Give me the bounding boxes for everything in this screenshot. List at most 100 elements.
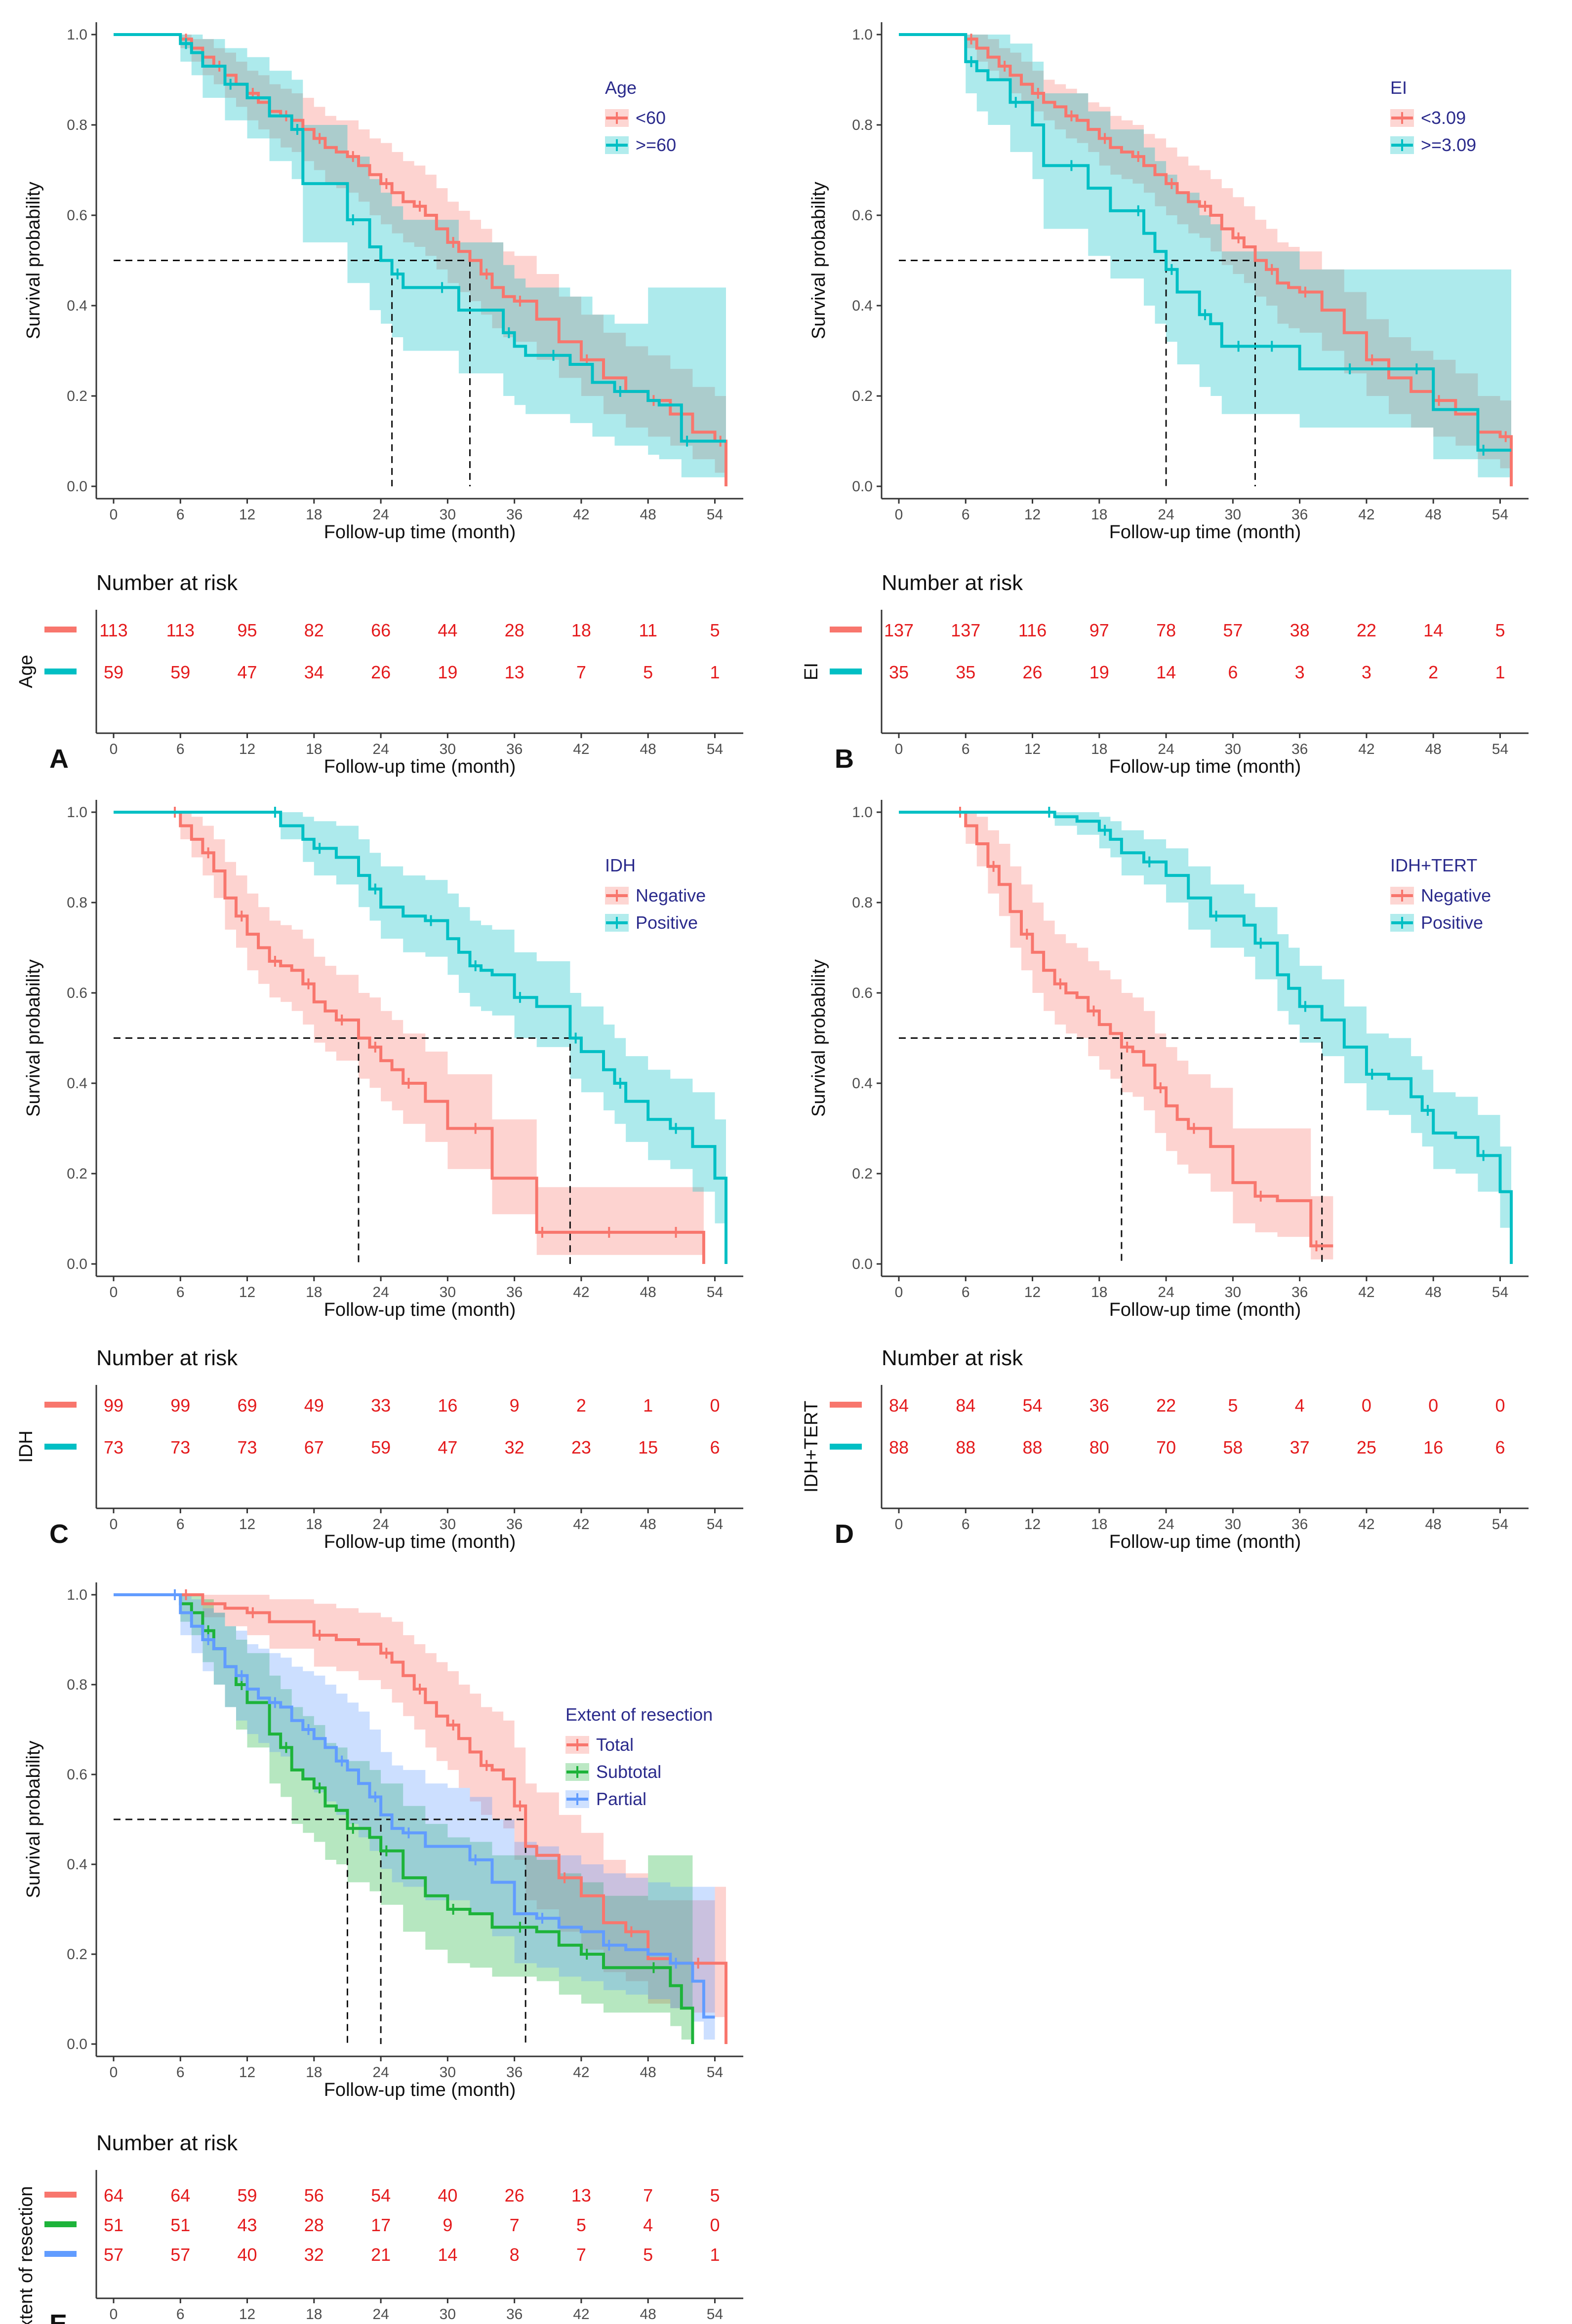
legend-item-label: Negative (636, 885, 706, 906)
y-tick-label: 0.4 (67, 1856, 87, 1873)
ci-band-B-2 (899, 35, 1511, 477)
risk-count: 19 (1089, 662, 1109, 682)
risk-count: 16 (1423, 1437, 1443, 1457)
risk-count: 36 (1089, 1395, 1109, 1416)
risk-count: 25 (1357, 1437, 1376, 1457)
risk-count: 6 (1495, 1437, 1505, 1457)
risk-count: 22 (1156, 1395, 1176, 1416)
ci-band-A-1 (114, 35, 726, 486)
y-tick-label: 0.2 (67, 388, 87, 404)
x-tick-label: 6 (176, 2064, 185, 2081)
risk-x-tick-label: 12 (1024, 1516, 1041, 1533)
risk-count: 137 (884, 620, 914, 640)
risk-x-tick-label: 48 (1425, 741, 1441, 757)
risk-count: 66 (371, 620, 391, 640)
risk-count: 1 (710, 662, 720, 682)
risk-count: 113 (99, 620, 127, 640)
y-tick-label: 1.0 (852, 27, 873, 43)
risk-count: 7 (510, 2215, 520, 2235)
legend-title: IDH+TERT (1390, 855, 1477, 875)
y-axis-title: Survival probability (23, 959, 44, 1117)
risk-count: 32 (505, 1437, 524, 1457)
y-tick-label: 0.0 (852, 478, 873, 495)
x-axis-title: Follow-up time (month) (1109, 1300, 1301, 1320)
y-tick-label: 0.8 (67, 1677, 87, 1693)
risk-count: 5 (710, 2185, 720, 2206)
risk-count: 69 (238, 1395, 257, 1416)
x-tick-label: 42 (1358, 507, 1374, 523)
risk-count: 0 (710, 1395, 720, 1416)
y-tick-label: 0.0 (67, 1256, 87, 1272)
y-tick-label: 0.2 (852, 388, 873, 404)
risk-count: 18 (571, 620, 591, 640)
risk-x-tick-label: 42 (573, 741, 589, 757)
y-tick-label: 0.2 (852, 1166, 873, 1182)
km-curve-B-1 (899, 33, 1513, 486)
risk-x-tick-label: 6 (176, 1516, 185, 1533)
x-tick-label: 42 (1358, 1284, 1374, 1300)
y-axis-title: Survival probability (23, 182, 44, 339)
risk-x-tick-label: 24 (1158, 1516, 1174, 1533)
ci-band-D-1 (899, 812, 1333, 1260)
risk-count: 57 (104, 2245, 123, 2265)
risk-x-tick-label: 18 (1091, 1516, 1107, 1533)
risk-x-tick-label: 48 (640, 741, 656, 757)
risk-count: 7 (576, 662, 586, 682)
risk-count: 59 (238, 2185, 257, 2206)
risk-count: 16 (438, 1395, 457, 1416)
km-curve-A-2 (114, 33, 726, 443)
x-tick-label: 12 (239, 2064, 255, 2081)
y-tick-label: 0.4 (852, 1075, 873, 1092)
risk-x-tick-label: 36 (506, 741, 523, 757)
risk-x-tick-label: 6 (962, 741, 970, 757)
risk-count: 5 (1495, 620, 1505, 640)
x-tick-label: 18 (306, 2064, 322, 2081)
x-tick-label: 30 (440, 1284, 456, 1300)
x-tick-label: 36 (1291, 507, 1308, 523)
x-tick-label: 12 (1024, 1284, 1041, 1300)
x-tick-label: 6 (962, 507, 970, 523)
risk-count: 9 (510, 1395, 520, 1416)
y-axis-title: Survival probability (808, 182, 829, 339)
x-tick-label: 6 (176, 507, 185, 523)
y-tick-label: 1.0 (67, 27, 87, 43)
legend-item-label: Negative (1421, 885, 1491, 906)
risk-count: 17 (371, 2215, 391, 2235)
y-tick-label: 0.6 (67, 1767, 87, 1783)
risk-count: 14 (1156, 662, 1176, 682)
risk-strata-label: Extent of resection (16, 2186, 37, 2324)
risk-count: 0 (1428, 1395, 1438, 1416)
risk-count: 84 (956, 1395, 975, 1416)
risk-count: 88 (1023, 1437, 1043, 1457)
risk-count: 0 (710, 2215, 720, 2235)
x-tick-label: 6 (962, 1284, 970, 1300)
risk-count: 54 (1023, 1395, 1043, 1416)
risk-x-axis-title: Follow-up time (month) (1109, 756, 1301, 777)
panel-B: 0.0 0.2 0.4 0.6 0.8 1.0 0 6 12 18 24 30 36 42 48 54 Foll… (808, 22, 1529, 543)
risk-x-tick-label: 12 (1024, 741, 1041, 757)
panel-tag: C (49, 1519, 69, 1549)
legend-item-label: Positive (636, 912, 698, 933)
risk-x-tick-label: 42 (1358, 1516, 1374, 1533)
risk-count: 28 (505, 620, 524, 640)
x-axis-title: Follow-up time (month) (1109, 522, 1301, 543)
risk-count: 6 (710, 1437, 720, 1457)
legend-item-label: Positive (1421, 912, 1483, 933)
risk-x-tick-label: 54 (707, 2306, 723, 2323)
x-tick-label: 12 (1024, 507, 1041, 523)
risk-count: 47 (438, 1437, 457, 1457)
median-line-D-1 (899, 1037, 1123, 1264)
risk-x-tick-label: 30 (1225, 741, 1241, 757)
risk-count: 59 (371, 1437, 391, 1457)
legend-title: Extent of resection (565, 1704, 713, 1725)
risk-count: 2 (1428, 662, 1438, 682)
x-tick-label: 54 (707, 1284, 723, 1300)
x-tick-label: 54 (707, 507, 723, 523)
risk-x-tick-label: 30 (440, 2306, 456, 2323)
y-tick-label: 1.0 (67, 804, 87, 821)
x-tick-label: 24 (372, 1284, 389, 1300)
risk-count: 51 (104, 2215, 123, 2235)
risk-count: 3 (1295, 662, 1305, 682)
risk-table-heading: Number at risk (882, 571, 1023, 595)
